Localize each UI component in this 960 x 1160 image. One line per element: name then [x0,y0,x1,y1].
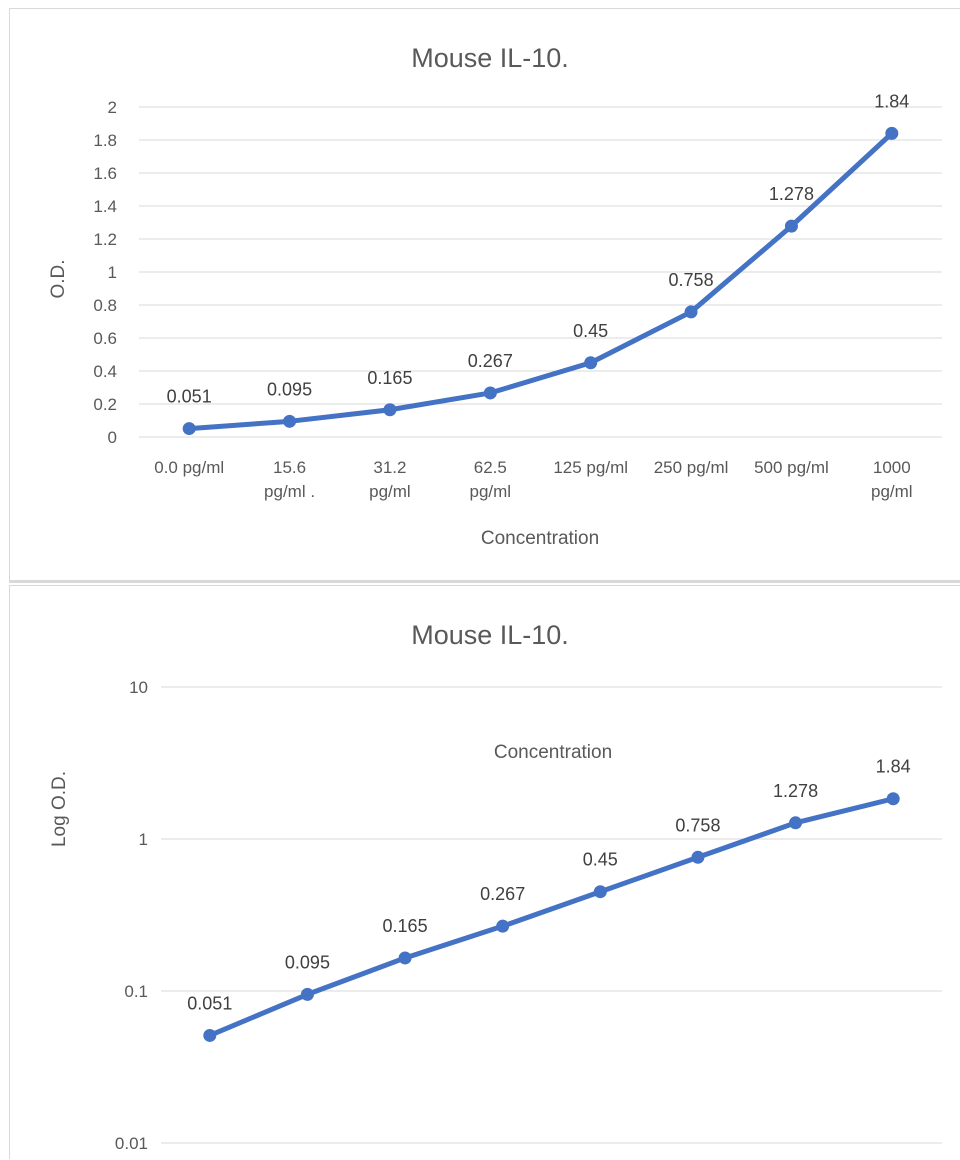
data-label: 1.278 [769,184,814,204]
x-tick-label: 15.6 [273,458,306,477]
y-tick-label: 0.01 [115,1134,148,1153]
data-point [885,126,899,140]
y-tick-label: 10 [129,678,148,697]
x-axis-title: Concentration [481,528,599,549]
x-tick-label: 1000 [873,458,911,477]
x-tick-label: pg/ml [871,482,913,501]
data-label: 1.84 [874,91,909,111]
data-label: 0.165 [367,368,412,388]
x-tick-label: pg/ml [470,482,512,501]
series-line [186,130,895,432]
data-point [383,403,397,417]
data-point [789,816,803,830]
data-label: 0.758 [675,815,720,835]
y-tick-label: 1 [139,830,148,849]
series-line [207,796,896,1038]
data-point [182,422,196,436]
chart-title: Mouse IL-10. [411,43,569,73]
data-point [203,1028,217,1042]
chart-panel-linear: Mouse IL-10. Concentration O.D. 0 0.2 0.4 0… [9,8,960,583]
data-label: 0.267 [480,884,525,904]
data-point [593,885,607,899]
y-tick-label: 0 [108,428,117,447]
y-tick-label: 1.6 [93,164,117,183]
x-tick-label: pg/ml [369,482,411,501]
data-label: 0.051 [167,387,212,407]
x-tick-label: 250 pg/ml [654,458,729,477]
y-axis-title: O.D. [48,259,69,298]
data-label: 1.278 [773,781,818,801]
x-axis-title: Concentration [494,742,612,763]
data-point [496,919,510,933]
log-chart: Mouse IL-10. Concentration Log O.D. 0.01… [49,620,942,1153]
data-point [784,219,798,233]
data-point [886,792,900,806]
data-label: 0.165 [383,916,428,936]
data-label: 0.095 [285,952,330,972]
y-tick-label: 2 [108,98,117,117]
y-tick-label: 0.6 [93,329,117,348]
data-point [398,951,412,965]
linear-chart: Mouse IL-10. Concentration O.D. 0 0.2 0.4 0… [48,43,942,549]
data-point [684,305,698,319]
data-label: 0.45 [583,850,618,870]
data-label: 0.267 [468,351,513,371]
data-point [691,850,705,864]
y-tick-label: 1 [108,263,117,282]
y-tick-label: 1.8 [93,131,117,150]
data-label: 0.095 [267,379,312,399]
y-tick-label: 0.2 [93,395,117,414]
y-tick-label: 1.4 [93,197,117,216]
x-tick-label: 0.0 pg/ml [154,458,224,477]
y-tick-label: 0.1 [124,982,148,1001]
y-tick-label: 0.4 [93,362,117,381]
data-point [283,414,297,428]
x-tick-label: 500 pg/ml [754,458,829,477]
data-label: 0.45 [573,321,608,341]
data-point [584,356,598,370]
x-tick-label: 62.5 [474,458,507,477]
x-tick-label: 125 pg/ml [553,458,628,477]
x-tick-label: 31.2 [373,458,406,477]
chart-panel-log: Mouse IL-10. Concentration Log O.D. 0.01… [9,585,960,1159]
data-point [300,987,314,1001]
data-label: 0.758 [669,270,714,290]
y-tick-label: 1.2 [93,230,117,249]
x-tick-label: pg/ml . [264,482,315,501]
y-axis-title: Log O.D. [49,771,70,847]
data-label: 0.051 [187,993,232,1013]
y-tick-label: 0.8 [93,296,117,315]
data-point [483,386,497,400]
chart-title: Mouse IL-10. [411,620,569,650]
data-label: 1.84 [876,757,911,777]
